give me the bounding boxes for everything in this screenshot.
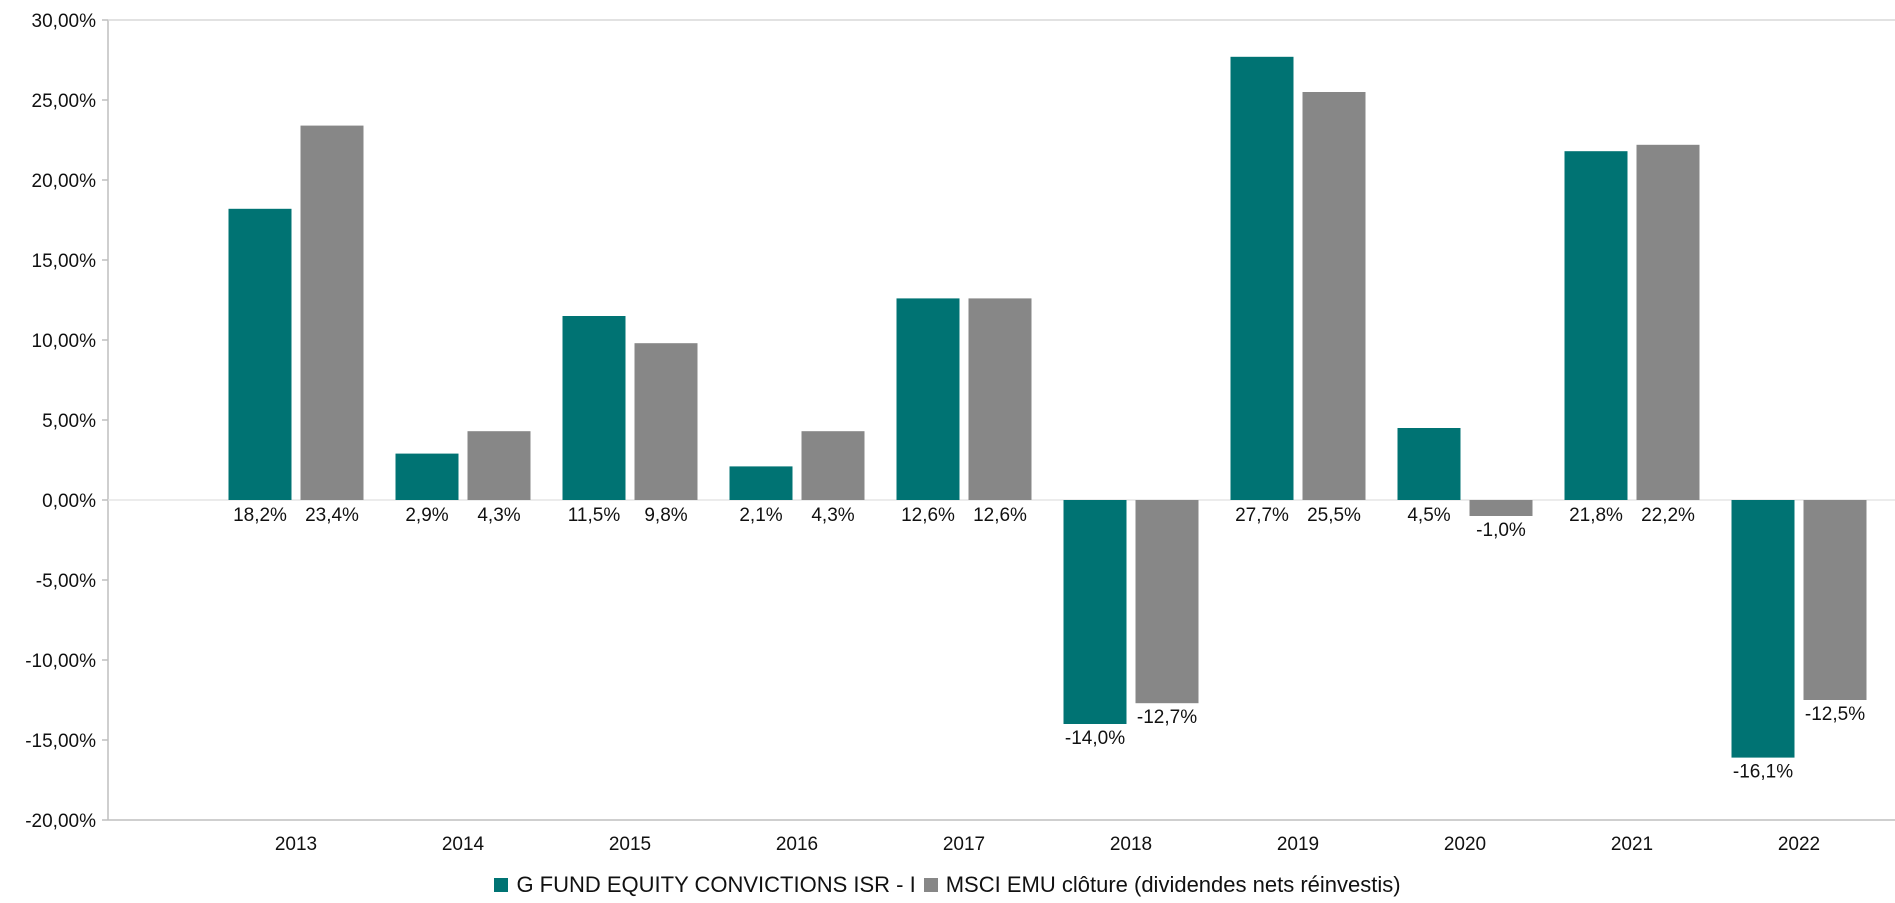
x-tick-label: 2015 (609, 834, 651, 855)
bar (968, 298, 1032, 500)
x-tick-label: 2016 (776, 834, 818, 855)
data-label: 2,9% (405, 505, 448, 526)
data-label: -1,0% (1476, 520, 1526, 541)
data-label: 18,2% (233, 505, 287, 526)
bar (467, 431, 531, 500)
data-label: -16,1% (1733, 762, 1793, 783)
y-tick-label: 20,00% (32, 171, 97, 192)
x-tick-label: 2014 (442, 834, 485, 855)
data-label: -12,5% (1805, 704, 1865, 725)
data-label: 9,8% (644, 505, 687, 526)
axes-layer: 30,00% 25,00% 20,00% 15,00% 10,00% 5,00% 0,00%… (25, 11, 1895, 855)
y-tick-label: -5,00% (36, 571, 96, 592)
legend-label-fund: G FUND EQUITY CONVICTIONS ISR - I (516, 872, 916, 897)
y-tick-label: 0,00% (42, 491, 96, 512)
data-label: 12,6% (901, 505, 955, 526)
data-label: 4,5% (1407, 505, 1450, 526)
y-tick-label: 25,00% (32, 91, 97, 112)
bar (1302, 92, 1366, 500)
data-label: -12,7% (1137, 707, 1197, 728)
bar (1803, 500, 1867, 700)
bar (228, 208, 292, 501)
bar (1397, 428, 1461, 500)
bar (1063, 500, 1127, 724)
data-label: 2,1% (739, 505, 782, 526)
data-label: 23,4% (305, 505, 359, 526)
data-label: 22,2% (1641, 505, 1695, 526)
x-tick-label: 2022 (1778, 834, 1820, 855)
data-label: 25,5% (1307, 505, 1361, 526)
bars-layer (228, 56, 1867, 758)
legend-item-fund: G FUND EQUITY CONVICTIONS ISR - I (494, 872, 916, 898)
bar (562, 316, 626, 500)
bar (1135, 500, 1199, 704)
x-tick-label: 2020 (1444, 834, 1486, 855)
legend-swatch-fund (494, 878, 509, 892)
bar (801, 431, 865, 500)
bar (300, 125, 364, 500)
data-label: 27,7% (1235, 505, 1289, 526)
data-labels-layer: 18,2% 23,4% 2,9% 4,3% 11,5% 9,8% 2,1% 4,3% 12,6%… (233, 505, 1865, 783)
chart-legend: G FUND EQUITY CONVICTIONS ISR - I MSCI E… (0, 872, 1895, 898)
bar (1469, 500, 1533, 516)
bar (896, 298, 960, 500)
y-tick-label: -10,00% (25, 651, 96, 672)
bar (634, 343, 698, 500)
x-tick-label: 2019 (1277, 834, 1319, 855)
data-label: 4,3% (477, 505, 520, 526)
legend-swatch-benchmark (923, 878, 938, 892)
data-label: 21,8% (1569, 505, 1623, 526)
y-tick-label: 15,00% (32, 251, 97, 272)
bar (729, 466, 793, 500)
data-label: 4,3% (811, 505, 854, 526)
y-tick-label: 30,00% (32, 11, 97, 32)
data-label: 11,5% (568, 505, 621, 526)
data-label: -14,0% (1065, 728, 1125, 749)
legend-label-benchmark: MSCI EMU clôture (dividendes nets réinve… (945, 872, 1401, 897)
bar (1230, 56, 1294, 501)
bar (1731, 500, 1795, 758)
y-tick-label: -15,00% (25, 731, 96, 752)
y-tick-label: -20,00% (25, 811, 96, 832)
x-tick-label: 2021 (1611, 834, 1653, 855)
legend-item-benchmark: MSCI EMU clôture (dividendes nets réinve… (923, 872, 1401, 898)
x-tick-label: 2013 (275, 834, 317, 855)
x-tick-label: 2017 (943, 834, 985, 855)
bar (1564, 151, 1628, 500)
data-label: 12,6% (973, 505, 1027, 526)
y-tick-label: 10,00% (32, 331, 97, 352)
x-tick-label: 2018 (1110, 834, 1152, 855)
bar (395, 453, 459, 500)
y-tick-label: 5,00% (42, 411, 96, 432)
bar (1636, 144, 1700, 501)
